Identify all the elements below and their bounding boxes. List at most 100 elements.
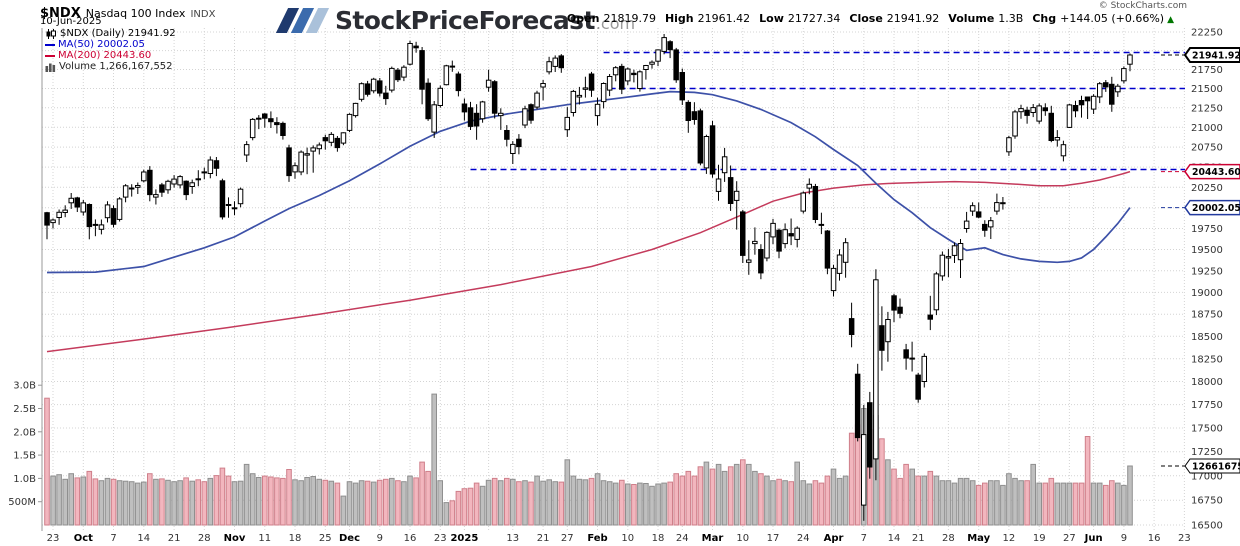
chg-label: Chg xyxy=(1032,12,1057,25)
svg-text:2.5B: 2.5B xyxy=(13,404,36,415)
svg-text:Mar: Mar xyxy=(702,533,724,544)
svg-text:2025: 2025 xyxy=(450,533,478,544)
svg-text:20002.05: 20002.05 xyxy=(1192,203,1240,214)
high-label: High xyxy=(664,12,694,25)
change-up-icon: ▲ xyxy=(1167,15,1174,25)
legend-ma200: MA(200) 20443.60 xyxy=(45,50,176,61)
svg-text:28: 28 xyxy=(942,533,955,544)
svg-text:Feb: Feb xyxy=(587,533,607,544)
svg-text:16: 16 xyxy=(404,533,417,544)
symbol-name: Nasdaq 100 Index xyxy=(85,7,186,20)
svg-text:Dec: Dec xyxy=(339,533,360,544)
svg-text:16: 16 xyxy=(1148,533,1161,544)
copyright: © StockCharts.com xyxy=(1098,1,1187,11)
svg-text:Jun: Jun xyxy=(1084,533,1103,544)
symbol-exchange: INDX xyxy=(190,9,216,20)
svg-text:May: May xyxy=(967,533,990,544)
svg-text:21750: 21750 xyxy=(1191,65,1223,76)
svg-text:17000: 17000 xyxy=(1191,471,1223,482)
svg-text:19500: 19500 xyxy=(1191,245,1223,256)
svg-text:14: 14 xyxy=(888,533,901,544)
svg-text:22250: 22250 xyxy=(1191,28,1223,39)
svg-text:1.5B: 1.5B xyxy=(13,451,36,462)
svg-text:1.0B: 1.0B xyxy=(13,474,36,485)
svg-text:25: 25 xyxy=(319,533,332,544)
chart-date: 10-Jun-2025 xyxy=(40,16,102,27)
svg-text:2.0B: 2.0B xyxy=(13,427,36,438)
svg-text:23: 23 xyxy=(434,533,447,544)
svg-text:20443.60: 20443.60 xyxy=(1192,167,1240,178)
svg-text:20250: 20250 xyxy=(1191,183,1223,194)
svg-text:19250: 19250 xyxy=(1191,266,1223,277)
svg-text:18: 18 xyxy=(652,533,665,544)
svg-text:500M: 500M xyxy=(8,497,36,508)
svg-text:10: 10 xyxy=(621,533,634,544)
legend-volume: Volume 1,266,167,552 xyxy=(45,61,176,72)
svg-text:21250: 21250 xyxy=(1191,103,1223,114)
volume-value: 1.3B xyxy=(998,12,1024,25)
legend-ma200-label: MA(200) 20443.60 xyxy=(58,50,152,61)
legend-main-label: $NDX (Daily) 21941.92 xyxy=(60,28,176,39)
svg-text:12661675: 12661675 xyxy=(1192,461,1240,472)
svg-text:21: 21 xyxy=(912,533,925,544)
chart-legend: $NDX (Daily) 21941.92 MA(50) 20002.05 MA… xyxy=(45,28,176,72)
svg-text:24: 24 xyxy=(676,533,689,544)
svg-text:11: 11 xyxy=(258,533,271,544)
svg-text:19: 19 xyxy=(1033,533,1046,544)
close-value: 21941.92 xyxy=(886,12,940,25)
svg-text:7: 7 xyxy=(861,533,867,544)
svg-text:Nov: Nov xyxy=(224,533,246,544)
watermark-logo: StockPriceForecast .com xyxy=(275,4,636,36)
watermark-suffix: .com xyxy=(595,14,636,33)
svg-text:17: 17 xyxy=(767,533,780,544)
svg-text:17750: 17750 xyxy=(1191,400,1223,411)
high-value: 21961.42 xyxy=(697,12,751,25)
svg-text:19000: 19000 xyxy=(1191,288,1223,299)
svg-text:27: 27 xyxy=(561,533,574,544)
low-label: Low xyxy=(759,12,784,25)
svg-text:23: 23 xyxy=(47,533,60,544)
svg-text:27: 27 xyxy=(1063,533,1076,544)
legend-main: $NDX (Daily) 21941.92 xyxy=(45,28,176,39)
svg-text:19750: 19750 xyxy=(1191,224,1223,235)
svg-text:21941.92: 21941.92 xyxy=(1192,50,1240,61)
svg-text:9: 9 xyxy=(377,533,383,544)
candlestick-icon xyxy=(45,28,57,39)
svg-text:9: 9 xyxy=(1121,533,1127,544)
svg-text:24: 24 xyxy=(797,533,810,544)
legend-ma50-label: MA(50) 20002.05 xyxy=(58,39,145,50)
close-label: Close xyxy=(849,12,883,25)
svg-text:12: 12 xyxy=(1003,533,1016,544)
svg-text:13: 13 xyxy=(506,533,519,544)
legend-volume-label: Volume 1,266,167,552 xyxy=(59,61,173,72)
svg-text:21500: 21500 xyxy=(1191,84,1223,95)
svg-text:17500: 17500 xyxy=(1191,424,1223,435)
svg-text:18: 18 xyxy=(289,533,302,544)
svg-text:21: 21 xyxy=(537,533,550,544)
svg-text:18000: 18000 xyxy=(1191,377,1223,388)
svg-text:18500: 18500 xyxy=(1191,332,1223,343)
watermark-text: StockPriceForecast xyxy=(335,5,595,35)
svg-text:Apr: Apr xyxy=(824,533,844,544)
svg-text:28: 28 xyxy=(198,533,211,544)
svg-text:3.0B: 3.0B xyxy=(13,381,36,392)
volume-label: Volume xyxy=(948,12,995,25)
svg-text:20750: 20750 xyxy=(1191,143,1223,154)
svg-text:21000: 21000 xyxy=(1191,123,1223,134)
svg-text:18250: 18250 xyxy=(1191,354,1223,365)
svg-text:16750: 16750 xyxy=(1191,496,1223,507)
svg-text:18750: 18750 xyxy=(1191,310,1223,321)
svg-text:16500: 16500 xyxy=(1191,521,1223,532)
legend-ma50: MA(50) 20002.05 xyxy=(45,39,176,50)
title-block: $NDX Nasdaq 100 Index INDX xyxy=(40,2,215,21)
open-value: 21819.79 xyxy=(603,12,656,25)
svg-text:17250: 17250 xyxy=(1191,447,1223,458)
volume-bars-icon xyxy=(45,62,56,72)
svg-text:23: 23 xyxy=(1178,533,1191,544)
open-label: Open xyxy=(566,12,600,25)
svg-text:14: 14 xyxy=(137,533,150,544)
ma50-line-icon xyxy=(45,43,55,46)
svg-text:7: 7 xyxy=(110,533,116,544)
symbol-ticker: $NDX xyxy=(40,6,81,21)
